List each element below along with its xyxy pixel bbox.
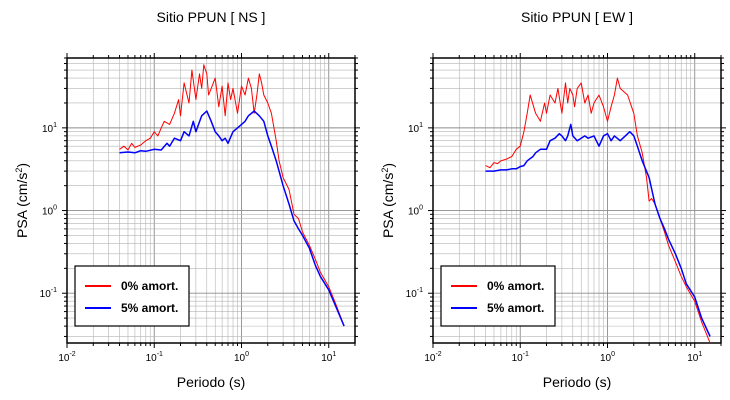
y-tick-label: 100 [42, 205, 57, 218]
x-tick-label: 100 [600, 351, 615, 364]
x-tick-label: 101 [321, 351, 336, 364]
x-tick-label: 10-2 [424, 351, 441, 364]
legend-label: 5% amort. [487, 301, 544, 315]
plot-frame [66, 57, 356, 344]
plot-frame [432, 57, 722, 344]
x-axis-label: Periodo (s) [177, 374, 245, 390]
legend-box [74, 265, 190, 327]
x-tick-label: 10-1 [512, 351, 529, 364]
y-tick-label: 101 [408, 122, 423, 135]
x-tick-label: 101 [687, 351, 702, 364]
y-axis-label: PSA (cm/s2) [14, 163, 30, 238]
series-group [119, 64, 345, 327]
x-axis-label: Periodo (s) [543, 374, 611, 390]
legend-box [440, 265, 556, 327]
chart-title: Sitio PPUN [ EW ] [521, 9, 633, 25]
legend: 0% amort. 5% amort. [440, 265, 556, 327]
chart-title: Sitio PPUN [ NS ] [157, 9, 266, 25]
y-tick-label: 10-1 [406, 287, 423, 300]
tick-marks [62, 53, 360, 348]
x-tick-label: 10-1 [146, 351, 163, 364]
tick-marks [428, 53, 726, 348]
legend: 0% amort. 5% amort. [74, 265, 190, 327]
x-tick-label: 100 [234, 351, 249, 364]
legend-label: 5% amort. [121, 301, 178, 315]
x-tick-label: 10-2 [58, 351, 75, 364]
legend-label: 0% amort. [487, 279, 544, 293]
y-tick-label: 10-1 [40, 287, 57, 300]
legend-label: 0% amort. [121, 279, 178, 293]
y-tick-label: 100 [408, 205, 423, 218]
series-line-red [119, 64, 345, 327]
chart-panel-2: Sitio PPUN [ EW ] 10-2 10-1 100 101 10-1 100 10… [380, 9, 726, 390]
y-tick-label: 101 [42, 122, 57, 135]
series-group [485, 77, 711, 343]
y-axis-label: PSA (cm/s2) [380, 163, 396, 238]
chart-panel-1: Sitio PPUN [ NS ] 10-2 10-1 100 101 10-1 100 10… [14, 9, 360, 390]
series-line-blue [485, 123, 711, 337]
series-line-blue [119, 110, 345, 327]
